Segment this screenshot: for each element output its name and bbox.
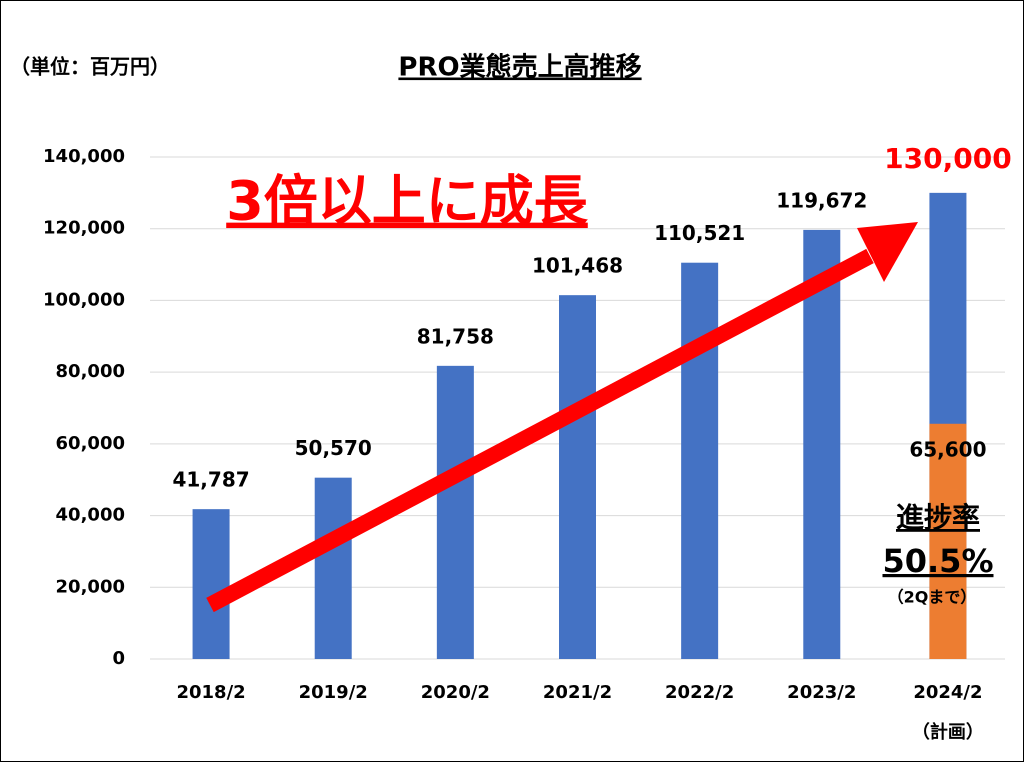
bar — [436, 365, 474, 659]
overlay-value-label: 65,600 — [909, 438, 986, 462]
value-label: 41,787 — [172, 468, 249, 492]
bar — [929, 423, 967, 659]
x-tick-label: 2023/2 — [787, 682, 856, 703]
value-label: 81,758 — [417, 324, 494, 348]
chart-title: PRO業態売上高推移 — [398, 52, 641, 83]
growth-arrow-head — [857, 222, 918, 282]
y-tick-label: 20,000 — [56, 576, 125, 597]
unit-label: （単位：百万円） — [10, 55, 170, 79]
x-tick-label: 2021/2 — [543, 682, 612, 703]
bar — [803, 229, 841, 660]
value-label: 130,000 — [884, 142, 1012, 175]
value-label: 101,468 — [532, 254, 623, 278]
y-tick-label: 100,000 — [43, 289, 125, 310]
bar — [192, 509, 230, 659]
x-tick-label: 2019/2 — [299, 682, 368, 703]
y-tick-label: 60,000 — [56, 433, 125, 454]
x-tick-label: 2018/2 — [176, 682, 245, 703]
y-tick-label: 40,000 — [56, 505, 125, 526]
progress-note: （2Qまで） — [888, 588, 977, 607]
annotation: 3倍以上に成長 — [226, 170, 589, 233]
y-tick-label: 120,000 — [43, 218, 125, 239]
y-tick-label: 80,000 — [56, 361, 125, 382]
value-label: 119,672 — [776, 188, 867, 212]
category-note: （計画） — [912, 721, 984, 743]
value-label: 50,570 — [295, 436, 372, 460]
x-tick-label: 2024/2 — [913, 682, 982, 703]
value-label: 110,521 — [654, 221, 745, 245]
x-tick-label: 2022/2 — [665, 682, 734, 703]
progress-rate: 50.5% — [882, 542, 993, 580]
growth-arrow — [206, 248, 874, 613]
y-tick-label: 0 — [112, 648, 125, 669]
x-tick-label: 2020/2 — [421, 682, 490, 703]
bar — [681, 262, 719, 659]
progress-title: 進捗率 — [896, 501, 980, 534]
y-tick-label: 140,000 — [43, 146, 125, 167]
bar — [559, 295, 596, 659]
bar — [314, 477, 352, 659]
